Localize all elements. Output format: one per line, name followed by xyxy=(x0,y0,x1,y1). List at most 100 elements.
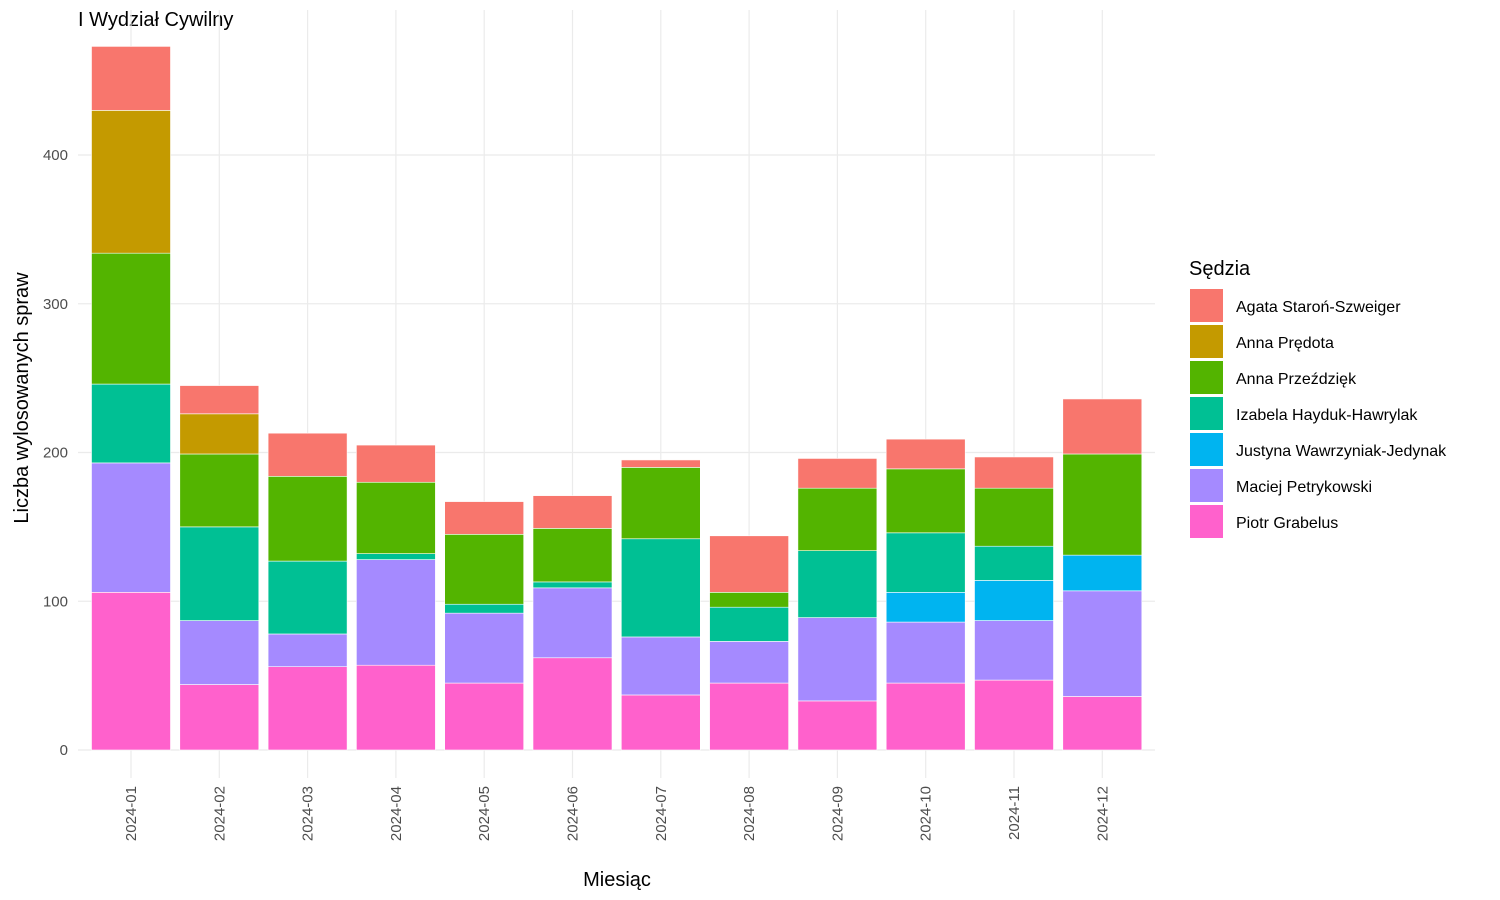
bar-segment xyxy=(1062,398,1143,455)
x-tick-label: 2024-08 xyxy=(741,786,758,841)
bar-segment xyxy=(1062,453,1143,556)
x-tick-label: 2024-10 xyxy=(918,786,935,841)
legend-items: Agata Staroń-Szweiger Anna Prędota Anna Pr… xyxy=(1190,289,1447,538)
bar-segment xyxy=(532,528,613,583)
bar-segment xyxy=(179,620,260,685)
bar-segment xyxy=(797,487,878,551)
legend-swatch xyxy=(1190,397,1223,430)
bar-segment xyxy=(91,462,171,593)
bar-segment xyxy=(974,620,1054,681)
legend-label: Justyna Wawrzyniak-Jedynak xyxy=(1236,443,1447,460)
bar-segment xyxy=(797,458,878,489)
bar-segment xyxy=(267,475,348,562)
legend-label: Anna Przeździęk xyxy=(1236,371,1357,388)
x-tick-label: 2024-01 xyxy=(123,786,140,841)
bar-segment xyxy=(444,534,525,605)
bar-segment xyxy=(444,501,525,535)
bar-segment xyxy=(974,545,1054,581)
bar-segment xyxy=(1062,590,1143,697)
bar-segment xyxy=(179,453,260,528)
legend-swatch xyxy=(1190,325,1223,358)
bar-segment xyxy=(709,592,789,608)
bar-segment xyxy=(444,682,525,751)
bar-segment xyxy=(620,636,701,696)
x-axis-title: Miesiąc xyxy=(583,869,651,891)
bar-segment xyxy=(620,459,701,468)
bar-segment xyxy=(620,538,701,638)
bar-segment xyxy=(91,592,171,751)
legend-label: Piotr Grabelus xyxy=(1236,515,1338,532)
bar-segment xyxy=(885,592,966,623)
bar-segment xyxy=(709,535,789,593)
bar-segment xyxy=(444,612,525,684)
bar-segment xyxy=(356,481,436,554)
bar-segment xyxy=(532,581,613,589)
bar-segment xyxy=(885,621,966,684)
bar-segment xyxy=(885,468,966,534)
legend-swatch xyxy=(1190,505,1223,538)
y-tick-label: 200 xyxy=(43,445,68,462)
bar-segment xyxy=(974,679,1054,751)
legend-title: Sędzia xyxy=(1189,258,1251,280)
x-tick-label: 2024-05 xyxy=(476,786,493,841)
legend-label: Anna Prędota xyxy=(1236,335,1334,352)
bar-segment xyxy=(356,444,436,483)
bar-segment xyxy=(885,682,966,751)
bar-segment xyxy=(91,252,171,385)
y-axis-title: Liczba wylosowanych spraw xyxy=(11,272,33,524)
bar-segment xyxy=(974,487,1054,547)
bar-segment xyxy=(797,550,878,618)
bar-segment xyxy=(356,559,436,666)
bar-segment xyxy=(885,532,966,593)
bar-segment xyxy=(179,526,260,621)
bar-segment xyxy=(709,641,789,684)
bar-segment xyxy=(91,46,171,111)
x-tick-label: 2024-12 xyxy=(1094,786,1111,841)
bar-segment xyxy=(709,606,789,642)
bar-segment xyxy=(356,664,436,751)
y-tick-label: 300 xyxy=(43,296,68,313)
bar-segment xyxy=(797,617,878,702)
bar-segment xyxy=(532,495,613,529)
chart-title: I Wydział Cywilny xyxy=(78,9,233,31)
bar-segment xyxy=(179,684,260,751)
legend: Sędzia Agata Staroń-Szweiger Anna Prędota… xyxy=(1189,258,1447,538)
x-tick-label: 2024-03 xyxy=(300,786,317,841)
legend-label: Izabela Hayduk-Hawrylak xyxy=(1236,407,1418,424)
bar-segment xyxy=(267,666,348,751)
bars xyxy=(91,46,1143,751)
x-tick-label: 2024-06 xyxy=(565,786,582,841)
bar-segment xyxy=(179,385,260,415)
bar-segment xyxy=(1062,554,1143,592)
legend-label: Agata Staroń-Szweiger xyxy=(1236,299,1401,316)
y-tick-label: 100 xyxy=(43,593,68,610)
y-tick-label: 400 xyxy=(43,147,68,164)
legend-swatch xyxy=(1190,361,1223,394)
bar-segment xyxy=(91,383,171,464)
bar-segment xyxy=(709,682,789,751)
legend-swatch xyxy=(1190,433,1223,466)
legend-swatch xyxy=(1190,469,1223,502)
y-tick-label: 0 xyxy=(60,742,68,759)
x-tick-label: 2024-09 xyxy=(829,786,846,841)
x-tick-label: 2024-02 xyxy=(211,786,228,841)
bar-segment xyxy=(532,587,613,659)
bar-segment xyxy=(267,432,348,477)
bar-segment xyxy=(179,413,260,455)
x-axis-ticks: 2024-01 2024-02 2024-03 2024-04 2024-05 2024-… xyxy=(123,786,1111,841)
x-tick-label: 2024-04 xyxy=(388,786,405,841)
bar-segment xyxy=(532,657,613,751)
bar-segment xyxy=(267,560,348,635)
bar-segment xyxy=(974,456,1054,489)
bar-segment xyxy=(91,110,171,254)
y-axis-ticks: 0 100 200 300 400 xyxy=(43,147,68,759)
bar-segment xyxy=(356,553,436,560)
bar-segment xyxy=(885,438,966,470)
bar-segment xyxy=(620,694,701,751)
bar-segment xyxy=(797,700,878,751)
x-tick-label: 2024-11 xyxy=(1006,786,1023,840)
x-tick-label: 2024-07 xyxy=(653,786,670,841)
bar-segment xyxy=(444,603,525,614)
bar-segment xyxy=(1062,696,1143,751)
